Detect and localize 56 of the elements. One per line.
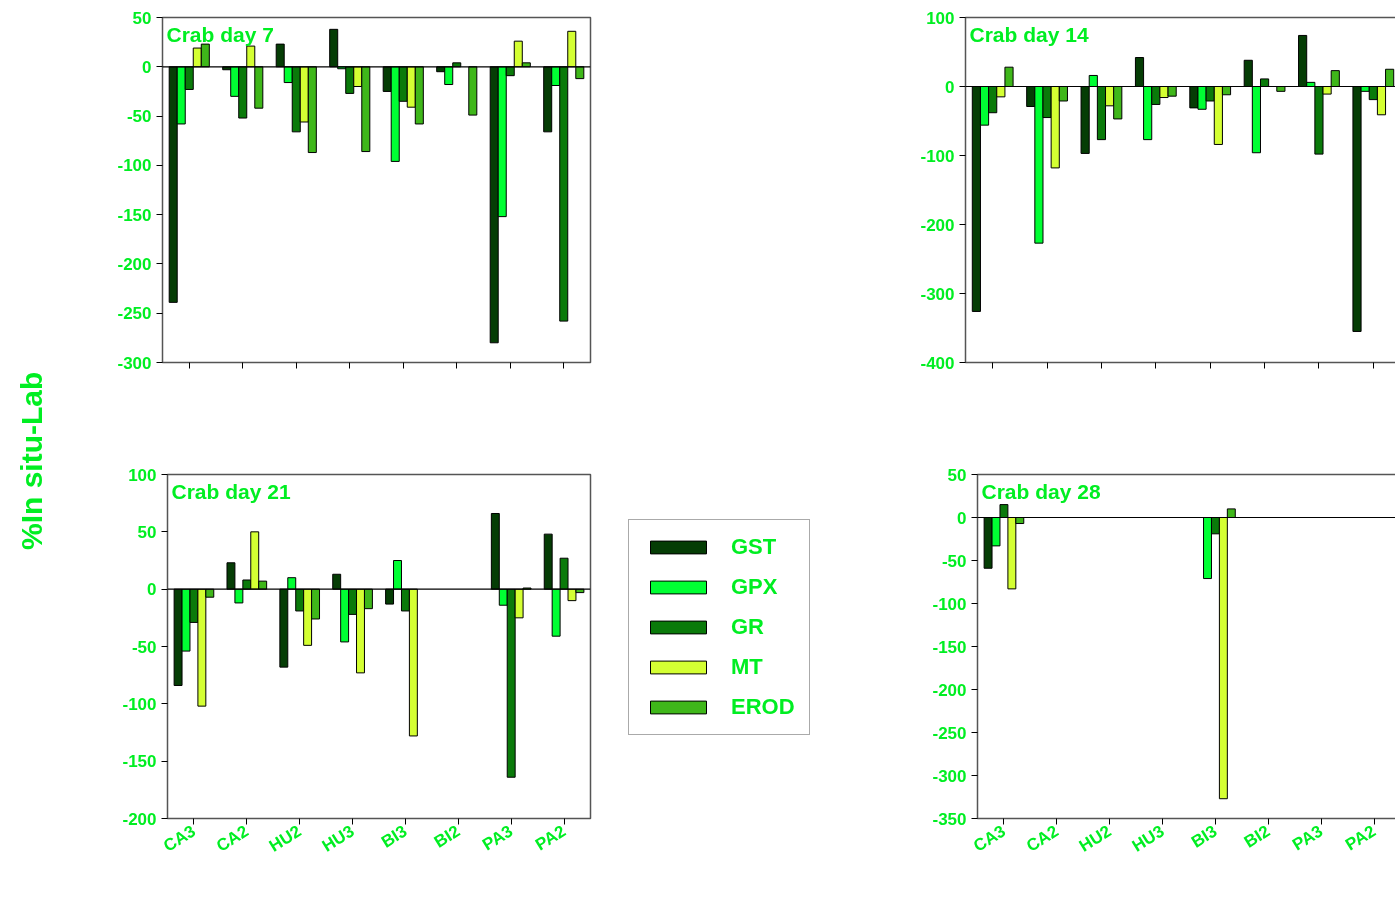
- y-tick-label: -200: [122, 809, 157, 829]
- y-tick-label: -250: [932, 723, 967, 743]
- x-tick-label: BI3: [1187, 821, 1221, 852]
- y-tick-label: 0: [142, 57, 152, 77]
- y-tick-label: 0: [957, 508, 967, 528]
- y-tick-label: 0: [945, 77, 955, 97]
- y-tick-label: -150: [932, 637, 967, 657]
- y-tick-label: -300: [117, 353, 152, 373]
- x-tick-label: HU3: [1128, 821, 1168, 856]
- legend-label: GST: [731, 534, 777, 560]
- x-tick-label: BI3: [377, 821, 411, 852]
- y-tick-label: 100: [128, 465, 157, 485]
- y-tick-label: 50: [137, 522, 157, 542]
- y-tick-label: 100: [926, 8, 955, 28]
- legend-label: GR: [731, 614, 764, 640]
- x-tick-label: CA2: [212, 821, 252, 856]
- x-tick-label: BI2: [430, 821, 464, 852]
- x-tick-label: BI2: [1240, 821, 1274, 852]
- y-tick-label: -400: [920, 353, 955, 373]
- x-tick-label: HU2: [1075, 821, 1115, 856]
- y-tick-label: -250: [117, 304, 152, 324]
- x-tick-label: PA2: [532, 821, 570, 855]
- y-tick-label: -200: [117, 254, 152, 274]
- y-tick-label: -350: [932, 809, 967, 829]
- y-tick-label: -100: [117, 156, 152, 176]
- x-tick-label: PA3: [479, 821, 517, 855]
- y-tick-label: -200: [920, 215, 955, 235]
- legend-label: EROD: [731, 694, 795, 720]
- chart-title: Crab day 7: [166, 22, 274, 46]
- y-tick-label: 0: [147, 580, 157, 600]
- y-tick-label: -100: [932, 594, 967, 614]
- x-tick-label: PA3: [1289, 821, 1327, 855]
- x-tick-label: HU2: [265, 821, 305, 856]
- x-tick-label: PA2: [1342, 821, 1380, 855]
- chart-title: Crab day 28: [981, 479, 1101, 503]
- y-tick-label: -100: [122, 694, 157, 714]
- y-tick-label: -50: [126, 107, 152, 127]
- y-tick-label: -100: [920, 146, 955, 166]
- y-tick-label: -50: [131, 637, 157, 657]
- x-tick-label: HU3: [318, 821, 358, 856]
- y-tick-label: -300: [932, 766, 967, 786]
- y-tick-label: -300: [920, 284, 955, 304]
- y-tick-label: -200: [932, 680, 967, 700]
- x-tick-label: CA3: [970, 821, 1009, 856]
- legend-label: GPX: [731, 574, 778, 600]
- y-tick-label: 50: [132, 8, 152, 28]
- x-tick-label: CA3: [160, 821, 199, 856]
- chart-title: Crab day 14: [969, 22, 1089, 46]
- legend-label: MT: [731, 654, 763, 680]
- y-tick-label: -150: [122, 752, 157, 772]
- x-tick-label: CA2: [1022, 821, 1062, 856]
- y-tick-label: 50: [947, 465, 967, 485]
- y-tick-label: -50: [941, 551, 967, 571]
- y-axis-title: %In situ-Lab: [14, 371, 49, 550]
- chart-title: Crab day 21: [171, 479, 291, 503]
- y-tick-label: -150: [117, 205, 152, 225]
